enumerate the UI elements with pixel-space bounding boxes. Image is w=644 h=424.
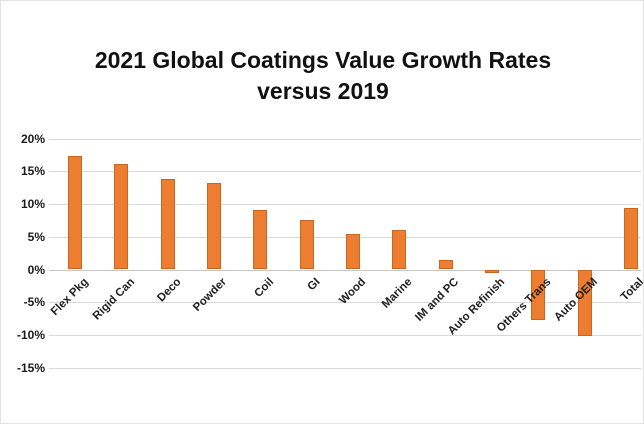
zero-gridline bbox=[49, 269, 641, 271]
gridline bbox=[49, 138, 641, 140]
bar bbox=[114, 164, 129, 270]
y-tick-label: 10% bbox=[20, 197, 45, 212]
bar-category-label: Flex Pkg bbox=[48, 276, 91, 318]
bar-category-label: Rigid Can bbox=[90, 276, 137, 323]
chart-title: 2021 Global Coatings Value Growth Rates … bbox=[1, 45, 643, 107]
bar bbox=[160, 179, 175, 270]
bar-category-label: IM and PC bbox=[413, 276, 462, 324]
bar bbox=[577, 269, 592, 337]
y-tick-label: -15% bbox=[16, 360, 45, 375]
bar bbox=[206, 183, 221, 270]
bar bbox=[392, 230, 407, 270]
gridline bbox=[49, 334, 641, 336]
gridline bbox=[49, 236, 641, 238]
bar bbox=[438, 260, 453, 270]
bar bbox=[68, 156, 82, 270]
chart-title-line1: 2021 Global Coatings Value Growth Rates bbox=[94, 47, 552, 73]
y-tick-label: 5% bbox=[27, 229, 45, 244]
bar bbox=[484, 269, 499, 273]
bar bbox=[253, 209, 268, 270]
chart-title-line2: versus 2019 bbox=[257, 78, 389, 104]
gridline bbox=[49, 367, 641, 369]
bar-category-label: Total bbox=[619, 276, 644, 304]
y-tick-label: 15% bbox=[20, 164, 45, 179]
y-tick-label: -5% bbox=[23, 295, 45, 310]
gridline bbox=[49, 204, 641, 206]
bar bbox=[299, 220, 314, 270]
bar-category-label: Deco bbox=[154, 276, 184, 305]
y-tick-label: -10% bbox=[16, 327, 45, 342]
bar-category-label: Coil bbox=[251, 276, 276, 300]
bar-category-label: Auto OEM bbox=[552, 276, 601, 324]
bar bbox=[623, 207, 638, 270]
gridline bbox=[49, 171, 641, 173]
y-tick-label: 0% bbox=[27, 262, 45, 277]
bar-category-label: Powder bbox=[191, 276, 230, 314]
gridline bbox=[49, 302, 641, 304]
bar-category-label: Marine bbox=[380, 276, 415, 311]
y-tick-label: 20% bbox=[20, 131, 45, 146]
bar bbox=[531, 269, 546, 320]
bar bbox=[345, 234, 360, 270]
bar-category-label: GI bbox=[305, 276, 323, 294]
